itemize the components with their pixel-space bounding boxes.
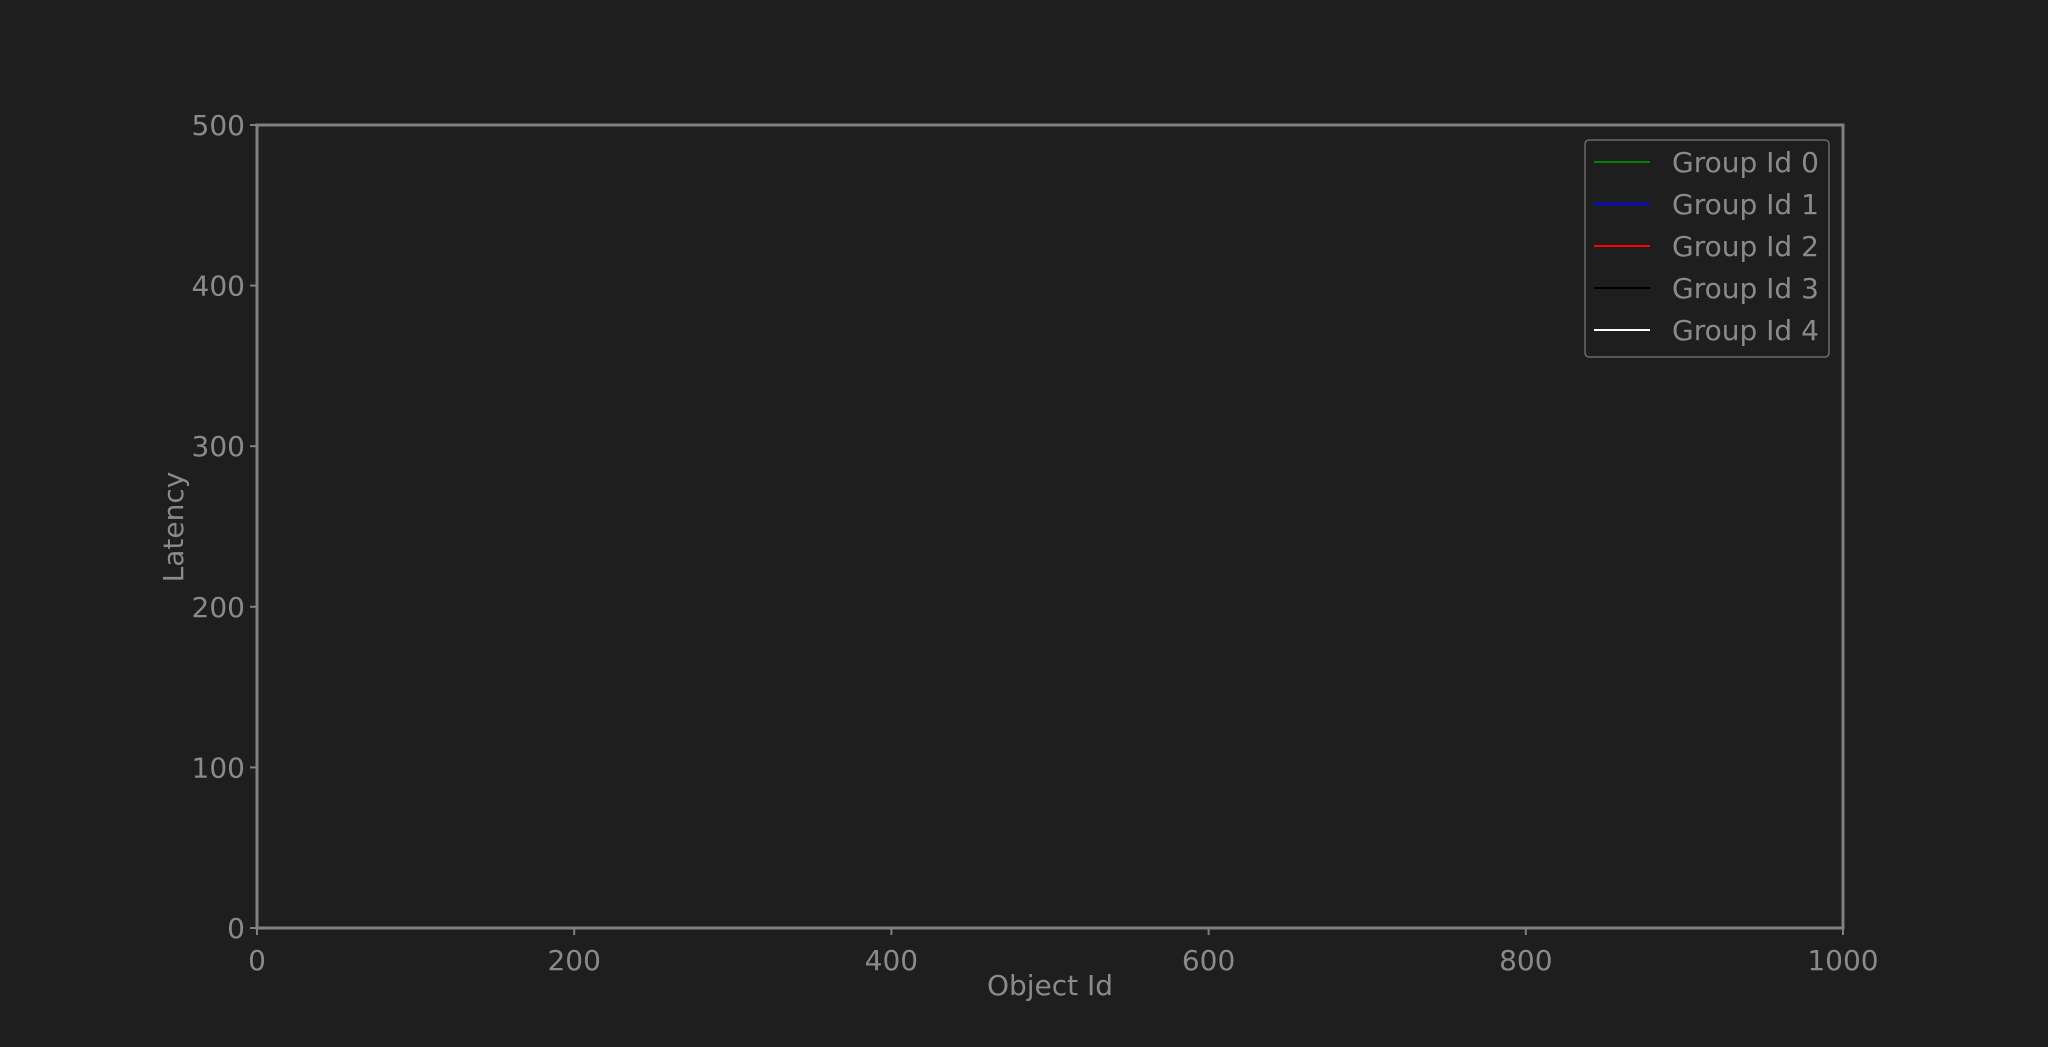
y-tick-label: 500 xyxy=(192,109,245,142)
legend-box xyxy=(1584,139,1830,358)
x-tick-label: 0 xyxy=(248,944,266,977)
legend-label: Group Id 2 xyxy=(1672,230,1819,263)
x-axis-label: Object Id xyxy=(987,969,1113,1002)
y-axis-label: Latency xyxy=(157,472,190,583)
x-tick-label: 600 xyxy=(1182,944,1235,977)
plot-area xyxy=(257,125,1843,928)
legend-label: Group Id 4 xyxy=(1672,314,1819,347)
y-tick-label: 100 xyxy=(192,751,245,784)
y-tick-label: 200 xyxy=(192,591,245,624)
legend-items: Group Id 0 Group Id 1 Group Id 2 Group Id 3… xyxy=(1594,146,1819,347)
y-axis: 0 100 200 300 400 500 xyxy=(192,109,257,945)
plot-frame xyxy=(255,123,1845,930)
x-tick-label: 200 xyxy=(547,944,600,977)
x-tick-label: 1000 xyxy=(1807,944,1878,977)
y-tick-label: 0 xyxy=(227,912,245,945)
x-axis: 0 200 400 600 800 1000 xyxy=(248,928,1879,977)
legend-label: Group Id 0 xyxy=(1672,146,1819,179)
x-tick-label: 800 xyxy=(1499,944,1552,977)
legend-label: Group Id 1 xyxy=(1672,188,1819,221)
y-tick-label: 300 xyxy=(192,430,245,463)
legend-label: Group Id 3 xyxy=(1672,272,1819,305)
legend: Group Id 0 Group Id 1 Group Id 2 Group Id 3… xyxy=(1584,139,1830,358)
y-tick-label: 400 xyxy=(192,270,245,303)
x-tick-label: 400 xyxy=(865,944,918,977)
